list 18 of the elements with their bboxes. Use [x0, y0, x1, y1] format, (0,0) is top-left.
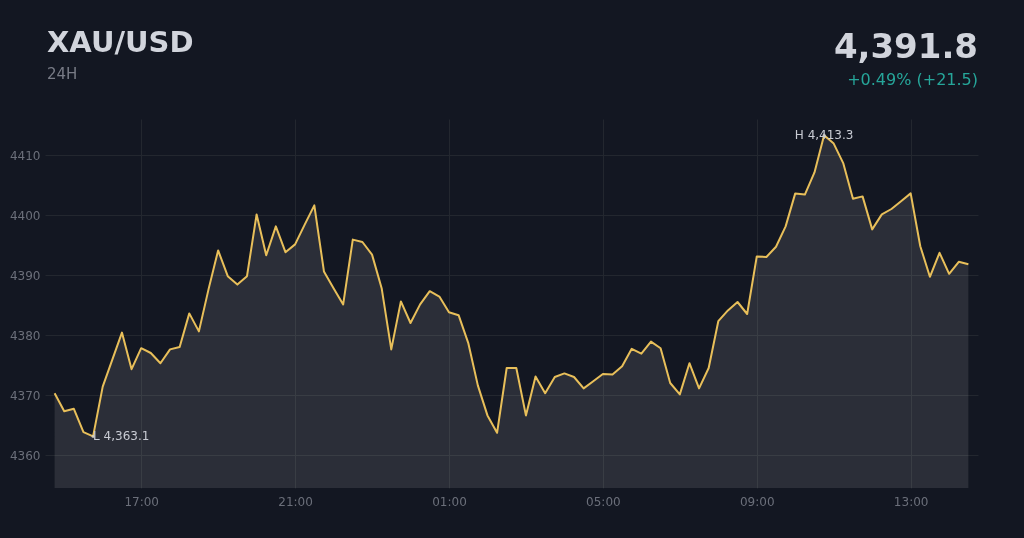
x-tick-label: 09:00: [739, 494, 775, 509]
x-tick-label: 17:00: [124, 494, 159, 509]
x-tick-label: 01:00: [432, 494, 467, 509]
x-tick-label: 21:00: [278, 494, 313, 509]
y-tick-label: 4400: [9, 208, 41, 223]
y-tick-label: 4380: [9, 328, 41, 343]
y-tick-label: 4370: [9, 388, 41, 403]
chart-title: XAU/USD: [47, 25, 194, 59]
y-tick-label: 4390: [9, 268, 41, 283]
x-tick-label: 13:00: [893, 494, 929, 509]
annotation: L 4,363.1: [93, 429, 150, 444]
text: 4,391.8: [833, 26, 978, 66]
annotation: H 4,413.3: [794, 128, 854, 143]
chart-subtitle: 24H: [47, 65, 78, 83]
text: +0.49% (+21.5): [847, 70, 978, 89]
x-tick-label: 05:00: [586, 494, 621, 509]
y-tick-label: 4360: [9, 448, 41, 463]
y-tick-label: 4410: [9, 148, 41, 163]
